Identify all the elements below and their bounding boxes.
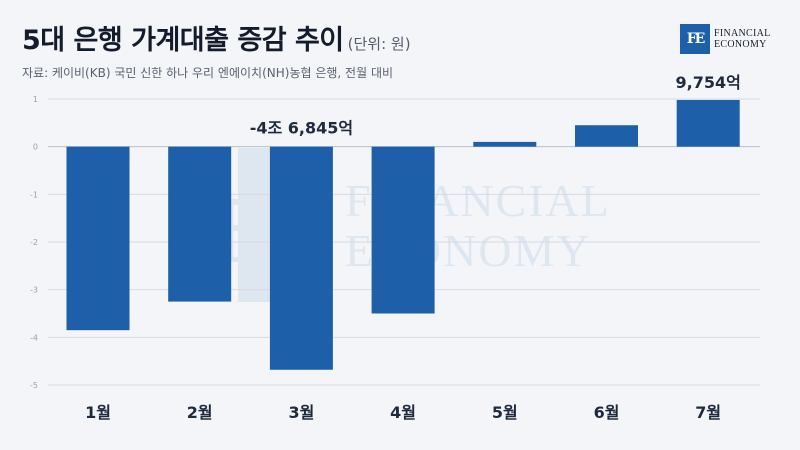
y-tick-label: -2 [30, 238, 38, 247]
x-tick-label: 5월 [492, 403, 518, 422]
y-tick-label: -3 [30, 286, 38, 295]
logo-line-2: ECONOMY [714, 39, 767, 50]
label-layer: 1월 2월 3월 4월 5월 6월 7월 -4조 6,845억 9,754억 [85, 73, 741, 422]
bar [371, 146, 435, 314]
chart-title: 5대 은행 가계대출 증감 추이 (단위: 원) [22, 18, 411, 57]
bar [676, 99, 740, 147]
y-tick-label: -1 [30, 190, 38, 199]
x-tick-label: 1월 [85, 403, 111, 422]
bar [168, 146, 232, 302]
logo-mark-icon: FE [680, 24, 710, 54]
y-tick-label: 0 [33, 143, 38, 152]
data-label: 9,754억 [676, 73, 741, 92]
bar [575, 125, 638, 147]
bar-layer [66, 99, 740, 370]
x-tick-label: 2월 [187, 403, 213, 422]
logo-line-1: FINANCIAL [714, 28, 771, 39]
y-tick-label: -5 [30, 381, 38, 390]
bar [66, 146, 130, 331]
unit-label: (단위: 원) [347, 35, 411, 53]
chart-title-text: 5대 은행 가계대출 증감 추이 [22, 25, 344, 56]
x-tick-label: 3월 [288, 403, 314, 422]
data-label: -4조 6,845억 [250, 119, 353, 138]
y-tick-label: -4 [30, 333, 38, 342]
source-note: 자료: 케이비(KB) 국민 신한 하나 우리 엔에이치(NH)농협 은행, 전… [22, 66, 394, 80]
x-tick-label: 6월 [594, 403, 620, 422]
y-tick-label: 1 [33, 95, 38, 104]
logo-wordmark: FINANCIAL ECONOMY [714, 28, 771, 50]
x-tick-label: 4월 [390, 403, 416, 422]
bar [473, 141, 537, 147]
brand-logo: FE FINANCIAL ECONOMY [680, 24, 771, 54]
bar [269, 146, 333, 370]
x-tick-label: 7월 [695, 403, 721, 422]
